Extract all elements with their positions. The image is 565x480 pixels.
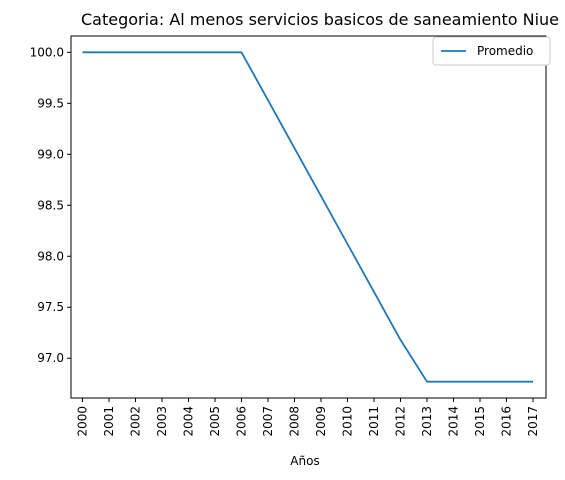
legend-box xyxy=(432,36,551,66)
series-line-promedio xyxy=(82,51,533,383)
x-tick-label: 2004 xyxy=(182,406,196,437)
x-tick-label: 2003 xyxy=(155,406,169,437)
x-tick-label: 2001 xyxy=(102,406,116,437)
y-tick-label: 98.0 xyxy=(37,249,64,263)
x-axis-label: Años xyxy=(290,454,319,468)
y-tick-label: 97.0 xyxy=(37,351,64,365)
y-tick-label: 99.0 xyxy=(37,147,64,161)
x-tick-label: 2008 xyxy=(288,406,302,437)
x-tick-label: 2010 xyxy=(341,406,355,437)
y-tick-label: 99.5 xyxy=(37,96,64,110)
x-tick-label: 2016 xyxy=(500,406,514,437)
plot-frame xyxy=(70,35,547,399)
x-tick-label: 2015 xyxy=(473,406,487,437)
x-tick-label: 2012 xyxy=(394,406,408,437)
x-tick-label: 2017 xyxy=(526,406,540,437)
x-tick-label: 2005 xyxy=(208,406,222,437)
y-tick-label: 98.5 xyxy=(37,198,64,212)
x-tick-label: 2013 xyxy=(420,406,434,437)
x-tick-label: 2011 xyxy=(367,406,381,437)
y-tick-label: 97.5 xyxy=(37,300,64,314)
x-tick-label: 2006 xyxy=(235,406,249,437)
legend: Promedio xyxy=(432,36,551,66)
chart-title: Categoria: Al menos servicios basicos de… xyxy=(81,10,559,29)
x-tick-label: 2002 xyxy=(129,406,143,437)
x-tick-label: 2014 xyxy=(447,406,461,437)
x-tick-label: 2000 xyxy=(76,406,90,437)
plot-area: 97.0 97.5 98.0 98.5 99.0 99.5 100.0 2000 2001 200… xyxy=(30,35,547,437)
y-tick-label: 100.0 xyxy=(30,45,64,59)
legend-label: Promedio xyxy=(477,44,533,58)
x-tick-label: 2009 xyxy=(314,406,328,437)
x-tick-label: 2007 xyxy=(261,406,275,437)
